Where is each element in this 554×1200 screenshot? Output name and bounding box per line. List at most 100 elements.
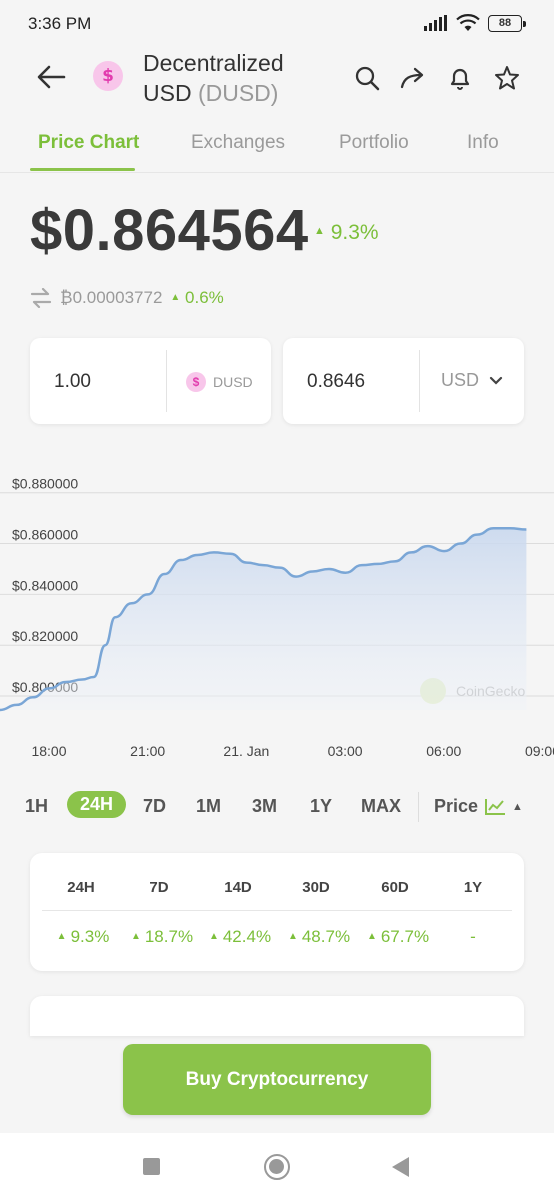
coin-unit-label: DUSD bbox=[213, 374, 253, 390]
tab-info[interactable]: Info bbox=[467, 132, 499, 153]
btc-change: ▲ 0.6% bbox=[170, 288, 223, 308]
perf-header: 60D bbox=[381, 879, 409, 896]
range-7d[interactable]: 7D bbox=[143, 796, 167, 816]
battery-level: 88 bbox=[498, 17, 512, 29]
y-axis-label: $0.820000 bbox=[12, 628, 78, 644]
perf-value: ▲ 67.7% bbox=[367, 927, 429, 947]
status-time: 3:36 PM bbox=[28, 14, 92, 33]
x-axis-label: 09:00 bbox=[525, 743, 554, 759]
perf-value-text: 48.7% bbox=[301, 927, 351, 946]
up-arrow-icon: ▲ bbox=[314, 225, 325, 237]
dollar-icon: $ bbox=[192, 375, 200, 389]
back-arrow-icon[interactable] bbox=[34, 60, 68, 94]
up-arrow-icon: ▲ bbox=[170, 292, 181, 303]
chart-type-toggle[interactable]: Price ▲ bbox=[434, 796, 523, 817]
up-arrow-icon: ▲ bbox=[366, 931, 377, 942]
share-icon[interactable] bbox=[399, 64, 427, 92]
price-chart[interactable]: $0.880000 $0.860000 $0.840000 $0.820000 $0.8… bbox=[0, 460, 554, 770]
currency-label: USD bbox=[441, 370, 480, 390]
perf-value-text: 9.3% bbox=[70, 927, 110, 946]
chevron-down-icon bbox=[489, 376, 503, 385]
btc-price: ₿0.00003772 bbox=[60, 288, 163, 307]
up-arrow-icon: ▲ bbox=[56, 931, 67, 942]
price-chart-svg: $0.880000$0.860000$0.840000$0.820000$0.8… bbox=[0, 476, 554, 759]
line-chart-icon bbox=[485, 798, 506, 815]
coin-name-2: USD bbox=[143, 80, 192, 106]
tab-portfolio[interactable]: Portfolio bbox=[339, 132, 409, 153]
chart-type-label: Price bbox=[434, 796, 479, 816]
info-card bbox=[30, 996, 524, 1036]
coin-logo: $ bbox=[93, 61, 123, 91]
divider bbox=[166, 350, 167, 412]
dollar-icon: $ bbox=[102, 66, 114, 86]
coin-name: Decentralized bbox=[143, 50, 284, 76]
price-area bbox=[0, 528, 527, 710]
bell-icon[interactable] bbox=[446, 64, 474, 92]
fiat-amount-input[interactable]: 0.8646 bbox=[307, 371, 366, 392]
perf-value: ▲ 18.7% bbox=[131, 927, 193, 947]
y-axis-label: $0.880000 bbox=[12, 476, 78, 492]
active-tab-indicator bbox=[30, 168, 135, 171]
coin-symbol: (DUSD) bbox=[197, 80, 279, 106]
perf-value: - bbox=[470, 927, 476, 947]
search-icon[interactable] bbox=[353, 64, 381, 92]
perf-value-text: 42.4% bbox=[222, 927, 272, 946]
coin-unit: $ DUSD bbox=[186, 372, 253, 392]
coin-title: Decentralized USD (DUSD) bbox=[143, 48, 284, 108]
status-icons: 88 bbox=[424, 14, 526, 32]
home-icon[interactable] bbox=[264, 1154, 290, 1180]
coin-mini-logo: $ bbox=[186, 372, 206, 392]
x-axis-label: 03:00 bbox=[328, 743, 363, 759]
divider bbox=[42, 910, 512, 911]
range-1y[interactable]: 1Y bbox=[310, 796, 333, 816]
caret-up-icon: ▲ bbox=[512, 800, 523, 813]
converter-fiat-box: 0.8646 USD bbox=[283, 338, 524, 424]
wifi-icon bbox=[456, 14, 480, 31]
coin-amount-input[interactable]: 1.00 bbox=[54, 371, 91, 392]
swap-icon bbox=[30, 288, 52, 308]
divider bbox=[419, 350, 420, 412]
btc-change-value: 0.6% bbox=[185, 288, 224, 307]
currency-select[interactable]: USD bbox=[441, 370, 503, 391]
price-line bbox=[0, 527, 527, 712]
price-change-value: 9.3% bbox=[330, 221, 379, 244]
range-selector: 1H 24H 7D 1M 3M 1Y MAX Price ▲ bbox=[0, 790, 554, 826]
recents-icon[interactable] bbox=[143, 1158, 160, 1175]
converter-coin-box: 1.00 $ DUSD bbox=[30, 338, 271, 424]
x-axis-label: 18:00 bbox=[31, 743, 66, 759]
current-price: $0.864564 bbox=[30, 198, 309, 263]
x-axis-label: 21:00 bbox=[130, 743, 165, 759]
y-axis-label: $0.860000 bbox=[12, 527, 78, 543]
tab-price-chart[interactable]: Price Chart bbox=[38, 132, 140, 153]
btc-price-row: ₿0.00003772 ▲ 0.6% bbox=[30, 288, 224, 308]
up-arrow-icon: ▲ bbox=[208, 931, 219, 942]
signal-icon bbox=[424, 15, 447, 31]
coin-header: $ Decentralized USD (DUSD) bbox=[0, 46, 554, 116]
perf-value: ▲ 48.7% bbox=[288, 927, 350, 947]
x-axis-label: 06:00 bbox=[426, 743, 461, 759]
range-24h[interactable]: 24H bbox=[67, 791, 127, 818]
price-change-24h: ▲ 9.3% bbox=[314, 221, 379, 245]
perf-header: 7D bbox=[149, 879, 169, 896]
tab-bar: Price Chart Exchanges Portfolio Info bbox=[0, 116, 554, 173]
tab-exchanges[interactable]: Exchanges bbox=[191, 132, 286, 153]
perf-header: 24H bbox=[67, 879, 95, 896]
perf-value-text: 67.7% bbox=[380, 927, 430, 946]
perf-header: 1Y bbox=[463, 879, 483, 896]
range-1h[interactable]: 1H bbox=[25, 796, 49, 816]
status-bar: 3:36 PM 88 bbox=[0, 0, 554, 46]
range-3m[interactable]: 3M bbox=[252, 796, 278, 816]
range-1m[interactable]: 1M bbox=[196, 796, 222, 816]
back-icon[interactable] bbox=[392, 1157, 409, 1177]
system-nav-bar bbox=[0, 1133, 554, 1200]
up-arrow-icon: ▲ bbox=[287, 931, 298, 942]
battery-icon: 88 bbox=[488, 14, 526, 32]
perf-value-text: 18.7% bbox=[144, 927, 194, 946]
y-axis-label: $0.840000 bbox=[12, 577, 78, 593]
range-max[interactable]: MAX bbox=[361, 796, 401, 816]
perf-value: ▲ 42.4% bbox=[209, 927, 271, 947]
star-icon[interactable] bbox=[493, 64, 521, 92]
buy-cryptocurrency-button[interactable]: Buy Cryptocurrency bbox=[123, 1044, 431, 1115]
up-arrow-icon: ▲ bbox=[130, 931, 141, 942]
perf-header: 30D bbox=[302, 879, 330, 896]
